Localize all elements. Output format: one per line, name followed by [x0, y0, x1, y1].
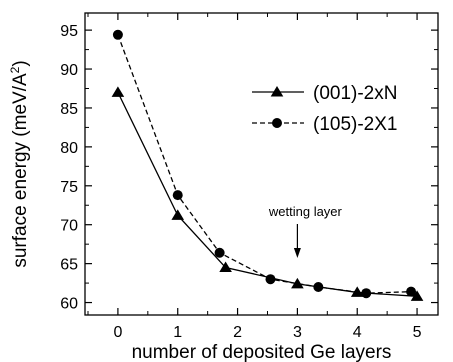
x-tick-label: 0	[113, 324, 122, 341]
legend-label-105-2X1: (105)-2X1	[313, 114, 398, 135]
x-axis-label: number of deposited Ge layers	[132, 342, 392, 362]
data-point-triangle	[291, 277, 304, 289]
wetting-layer-label: wetting layer	[268, 204, 343, 219]
x-tick-label: 2	[233, 324, 242, 341]
legend: (001)-2xN (105)-2X1	[252, 83, 398, 135]
y-tick-label: 90	[60, 62, 78, 79]
y-axis-label-superscript: 2	[8, 66, 22, 73]
y-tick-label: 85	[60, 101, 78, 118]
legend-marker-triangle	[270, 86, 284, 97]
y-axis-label: surface energy (meV/A2)	[8, 60, 31, 267]
y-tick-label: 70	[60, 218, 78, 235]
data-point-circle	[214, 247, 225, 258]
data-point-circle	[265, 274, 276, 285]
series-line-1	[117, 34, 412, 294]
data-point-circle	[313, 281, 324, 292]
plot-frame	[84, 12, 439, 316]
ticks-layer: 0 1 2 3 4 5 60 65 70 75 80 85 90 95	[60, 13, 438, 341]
legend-label-001-2xN: (001)-2xN	[313, 83, 397, 104]
y-tick-label: 75	[60, 179, 78, 196]
x-tick-label: 3	[293, 324, 302, 341]
y-tick-label: 95	[60, 23, 78, 40]
data-point-triangle	[171, 209, 185, 220]
wetting-layer-arrow-head	[293, 248, 301, 258]
legend-marker-circle	[272, 118, 282, 128]
y-tick-label: 80	[60, 140, 78, 157]
data-point-circle	[406, 286, 417, 297]
data-point-triangle	[219, 261, 232, 273]
wetting-layer-annotation: wetting layer	[268, 204, 343, 258]
y-axis-label-main: surface energy (meV/A	[10, 73, 31, 268]
y-tick-label: 60	[60, 296, 78, 313]
x-tick-label: 1	[173, 324, 182, 341]
data-point-triangle	[410, 290, 424, 301]
series-layer	[111, 29, 424, 301]
x-tick-label: 5	[413, 324, 422, 341]
x-tick-label: 4	[353, 324, 362, 341]
data-point-circle	[112, 29, 123, 40]
data-point-circle	[361, 288, 372, 299]
data-point-triangle	[111, 86, 125, 97]
data-point-circle	[172, 190, 183, 201]
y-tick-label: 65	[60, 257, 78, 274]
y-axis-label-suffix: )	[10, 60, 31, 66]
